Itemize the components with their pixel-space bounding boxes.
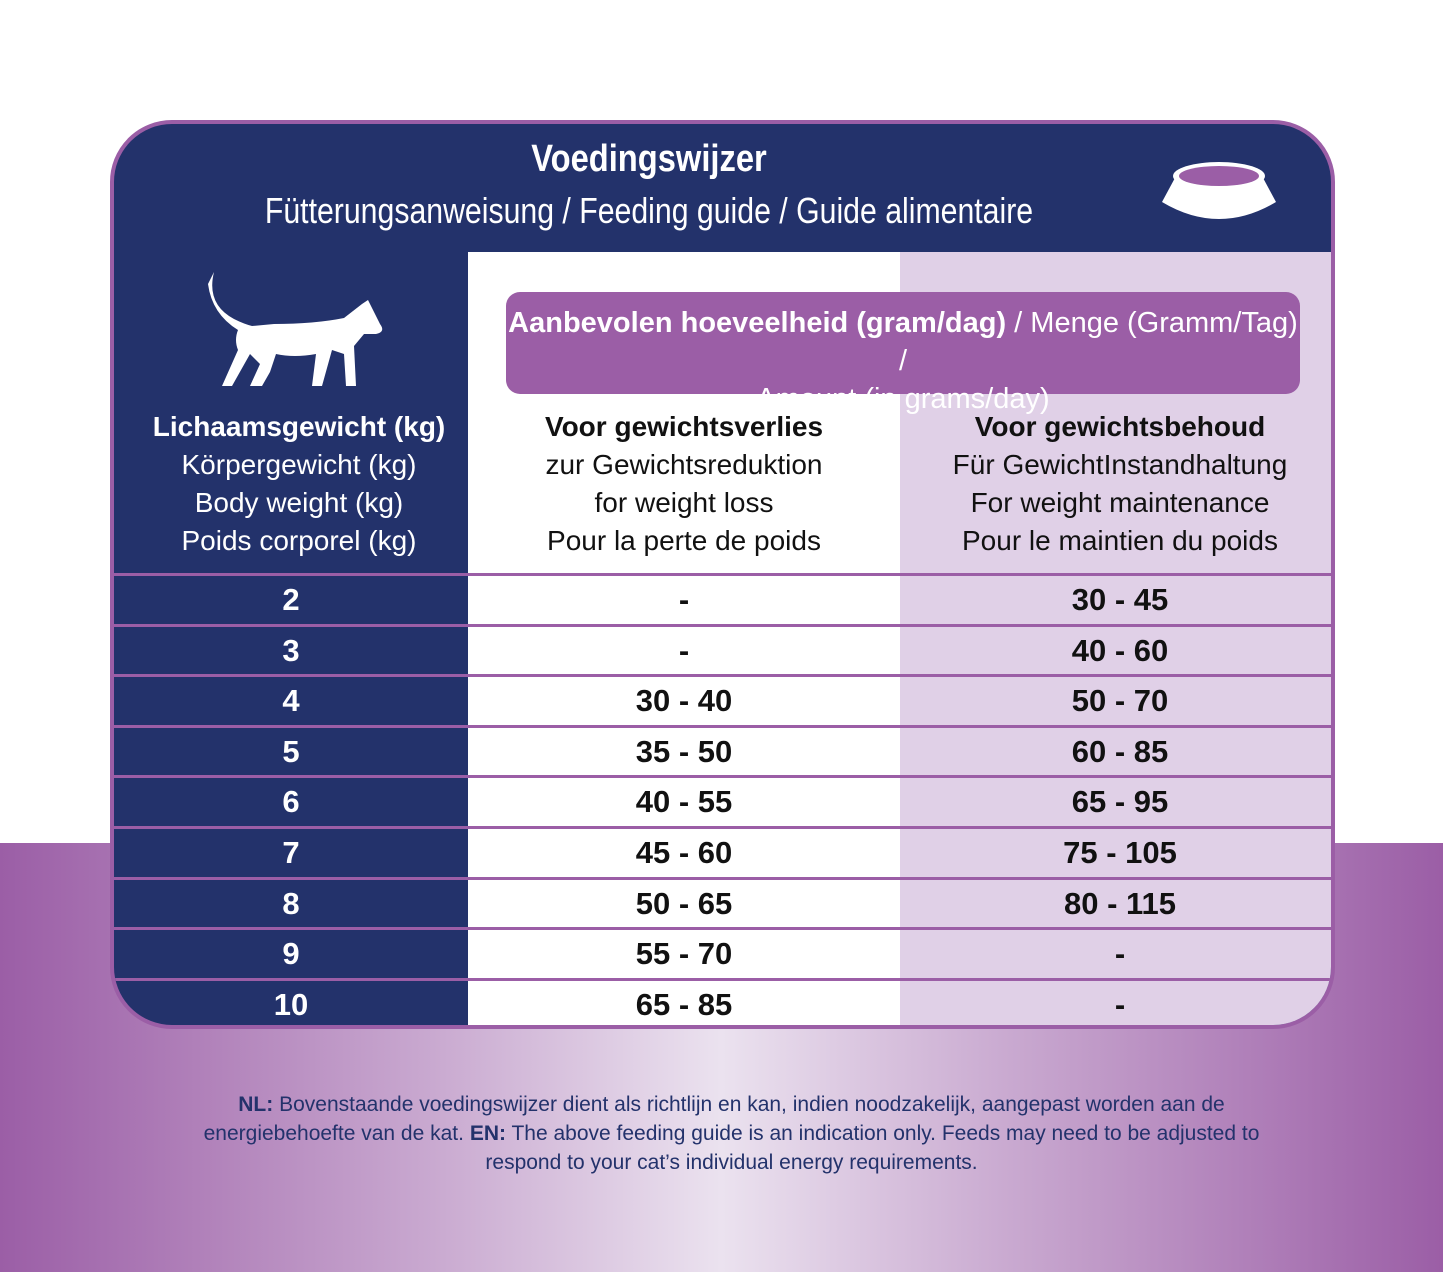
column-head: Voor gewichtsbehoud Für GewichtInstandha… <box>900 408 1331 560</box>
table-cell: 5 <box>282 733 300 769</box>
amount-header: Aanbevolen hoeveelheid (gram/dag) / Meng… <box>506 292 1300 415</box>
column-line: Pour la perte de poids <box>547 525 821 556</box>
table-cell: 65 - 95 <box>1071 784 1169 820</box>
column-line: Für GewichtInstandhaltung <box>952 449 1288 480</box>
table-cell: 40 - 55 <box>635 784 733 820</box>
column-line: Poids corporel (kg) <box>181 525 417 556</box>
footnote-label: NL: <box>238 1093 274 1116</box>
table-row: 9 55 - 70 - <box>114 927 1331 978</box>
column-title: Voor gewichtsbehoud <box>974 411 1266 442</box>
amount-bold: Aanbevolen hoeveelheid (gram/dag) <box>508 307 1007 339</box>
bowl-icon <box>1162 162 1276 219</box>
table-row: 6 40 - 55 65 - 95 <box>114 775 1331 826</box>
table-cell: 55 - 70 <box>635 936 733 972</box>
table-cell: 50 - 65 <box>635 885 733 921</box>
table-cell: 10 <box>273 986 309 1022</box>
table-cell: 30 - 45 <box>1071 582 1169 617</box>
table-row: 8 50 - 65 80 - 115 <box>114 876 1331 928</box>
footnote-text: The above feeding guide is an indication… <box>485 1122 1260 1174</box>
column-title: Lichaamsgewicht (kg) <box>152 411 446 442</box>
table-cell: - <box>1114 936 1126 972</box>
table-cell: - <box>678 632 690 668</box>
column-line: For weight maintenance <box>970 487 1270 518</box>
footnote: NL: Bovenstaande voedingswijzer dient al… <box>200 1090 1263 1177</box>
amount-line2: Amount (in grams/day) <box>756 383 1050 415</box>
amount-rest: / Menge (Gramm/Tag) / <box>898 307 1298 377</box>
subtitle: Fütterungsanweisung / Feeding guide / Gu… <box>264 190 1034 231</box>
table-cell: 80 - 115 <box>1063 885 1177 921</box>
table-row: 4 30 - 40 50 - 70 <box>114 674 1331 725</box>
title: Voedingswijzer <box>531 138 767 180</box>
column-head: Lichaamsgewicht (kg) Körpergewicht (kg) … <box>114 408 484 560</box>
table-cell: 6 <box>282 784 300 820</box>
table-cell: 65 - 85 <box>635 986 733 1022</box>
table-row: 7 45 - 60 75 - 105 <box>114 826 1331 877</box>
column-head: Voor gewichtsverlies zur Gewichtsredukti… <box>468 408 900 560</box>
cat-icon <box>208 272 383 386</box>
table-cell: 35 - 50 <box>635 733 733 769</box>
column-line: zur Gewichtsreduktion <box>545 449 823 480</box>
table-cell: 4 <box>282 683 300 719</box>
table-cell: 8 <box>282 885 300 921</box>
footnote-text: Bovenstaande voedingswijzer dient als ri… <box>203 1093 1225 1145</box>
table-row: 10 65 - 85 - <box>114 977 1331 1025</box>
table-cell: 9 <box>282 936 300 972</box>
table-cell: 2 <box>282 582 300 617</box>
table-cell: 45 - 60 <box>635 835 733 870</box>
column-line: Körpergewicht (kg) <box>181 449 417 480</box>
column-line: Body weight (kg) <box>194 487 404 518</box>
table-cell: 7 <box>282 835 300 870</box>
table-row: 3 - 40 - 60 <box>114 623 1331 675</box>
table-cell: - <box>678 582 690 617</box>
table-cell: 60 - 85 <box>1071 733 1169 769</box>
column-line: for weight loss <box>594 487 774 518</box>
table-cell: 40 - 60 <box>1071 632 1169 668</box>
table-row: 5 35 - 50 60 - 85 <box>114 724 1331 776</box>
footnote-label: EN: <box>469 1122 506 1145</box>
table-cell: 75 - 105 <box>1063 835 1177 870</box>
column-title: Voor gewichtsverlies <box>544 411 824 442</box>
table-cell: 3 <box>282 632 300 668</box>
feeding-card: Voedingswijzer Fütterungsanweisung / Fee… <box>110 120 1335 1029</box>
table-row: 2 - 30 - 45 <box>114 573 1331 624</box>
table-cell: - <box>1114 986 1126 1022</box>
column-line: Pour le maintien du poids <box>962 525 1278 556</box>
table-cell: 30 - 40 <box>635 683 733 719</box>
table-cell: 50 - 70 <box>1071 683 1169 719</box>
